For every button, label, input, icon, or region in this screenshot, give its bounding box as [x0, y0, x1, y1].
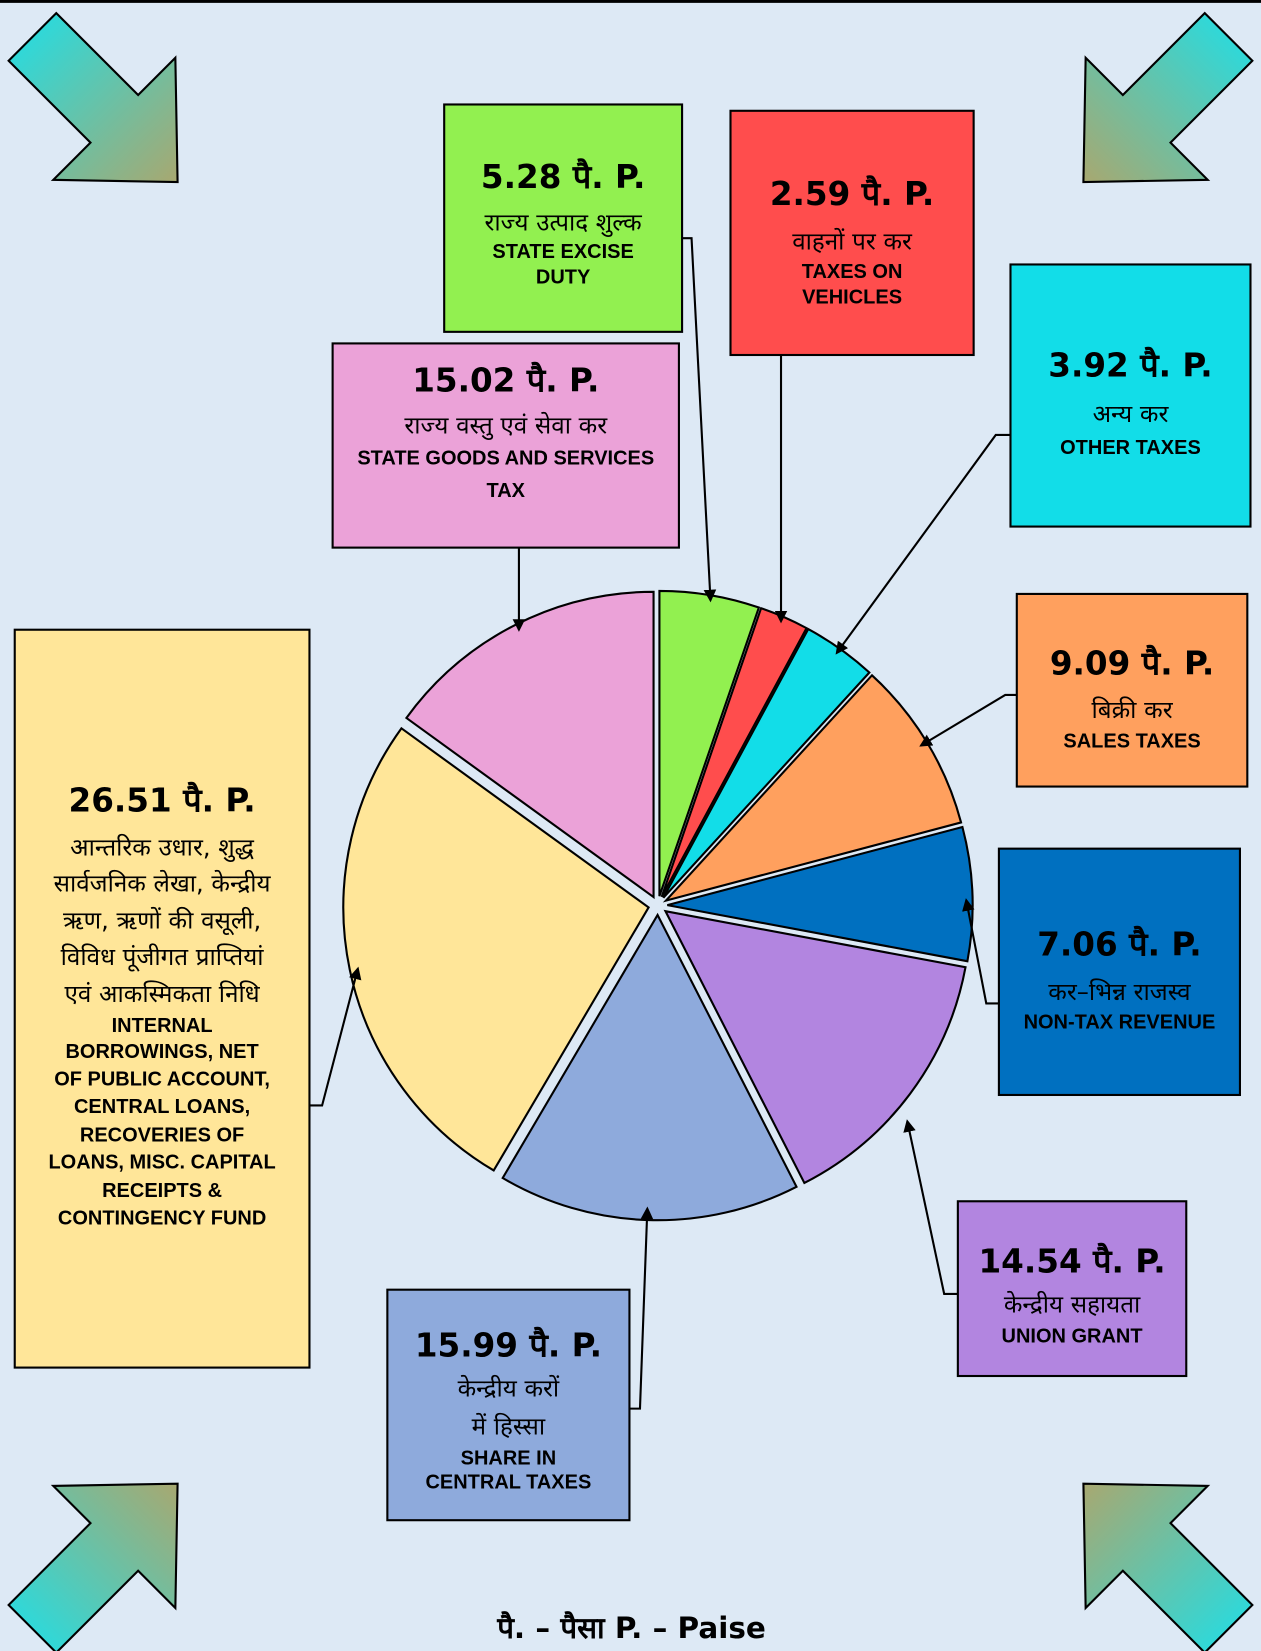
- value-label: 9.09 पै. P.: [1050, 645, 1214, 683]
- label-box: [1015, 592, 1249, 788]
- english-label: CENTRAL TAXES: [425, 1472, 591, 1494]
- english-label: OTHER TAXES: [1060, 437, 1201, 459]
- hindi-label: केन्द्रीय सहायता: [1004, 1290, 1141, 1318]
- value-label: 14.54 पै. P.: [978, 1242, 1165, 1280]
- label-box: [1009, 263, 1252, 528]
- hindi-label: आन्तरिक उधार, शुद्ध: [70, 834, 254, 863]
- english-label: INTERNAL: [112, 1015, 213, 1037]
- footnote: पै. – पैसा P. – Paise: [496, 1611, 766, 1645]
- label-arrow: [919, 693, 1017, 747]
- label-arrow: [309, 966, 362, 1107]
- english-label: STATE GOODS AND SERVICES: [357, 447, 654, 469]
- value-label: 3.92 पै. P.: [1048, 347, 1212, 385]
- hindi-label: अन्य कर: [1093, 400, 1170, 428]
- value-label: 26.51 पै. P.: [69, 781, 256, 819]
- hindi-label: ऋण, ऋणों की वसूली,: [63, 906, 261, 935]
- pie-slice: [667, 825, 974, 963]
- label-arrow: [962, 898, 999, 1005]
- label-box: [13, 628, 311, 1369]
- english-label: TAX: [487, 480, 526, 502]
- english-label: VEHICLES: [802, 286, 902, 308]
- label-arrow: [903, 1119, 958, 1295]
- hindi-label: राज्य वस्तु एवं सेवा कर: [404, 412, 608, 441]
- label-arrow: [682, 237, 717, 603]
- english-label: SALES TAXES: [1063, 731, 1200, 753]
- hindi-label: सार्वजनिक लेखा, केन्द्रीय: [54, 869, 272, 897]
- label-box: [443, 103, 684, 333]
- english-label: TAXES ON: [802, 261, 903, 283]
- english-label: LOANS, MISC. CAPITAL: [48, 1152, 275, 1174]
- english-label: CENTRAL LOANS,: [74, 1096, 250, 1118]
- pie-slice: [663, 909, 967, 1185]
- label-arrow: [835, 433, 1011, 655]
- value-label: 5.28 पै. P.: [481, 158, 645, 196]
- english-label: SHARE IN: [461, 1447, 557, 1469]
- english-label: STATE EXCISE: [492, 241, 633, 263]
- english-label: RECEIPTS &: [102, 1180, 222, 1202]
- english-label: NON-TAX REVENUE: [1024, 1012, 1216, 1034]
- label-box: [729, 109, 975, 357]
- hindi-label: कर–भिन्न राजस्व: [1048, 978, 1191, 1006]
- hindi-label: केन्द्रीय करों: [458, 1375, 560, 1403]
- label-box: [956, 1200, 1188, 1378]
- label-box: [997, 847, 1242, 1097]
- hindi-label: बिक्री कर: [1092, 696, 1174, 724]
- value-label: 15.99 पै. P.: [415, 1327, 602, 1365]
- english-label: DUTY: [536, 266, 590, 288]
- hindi-label: एवं आकस्मिकता निधि: [65, 980, 261, 1008]
- hindi-label: राज्य उत्पाद शुल्क: [485, 208, 643, 237]
- hindi-label: वाहनों पर कर: [792, 227, 913, 255]
- english-label: BORROWINGS, NET: [66, 1041, 259, 1063]
- english-label: OF PUBLIC ACCOUNT,: [54, 1069, 270, 1091]
- pie-slice: [501, 912, 798, 1222]
- label-box: [331, 342, 680, 549]
- hindi-label: में हिस्सा: [472, 1413, 546, 1441]
- english-label: RECOVERIES OF: [80, 1124, 244, 1146]
- english-label: CONTINGENCY FUND: [58, 1207, 266, 1229]
- hindi-label: विविध पूंजीगत प्राप्तियां: [61, 943, 265, 972]
- english-label: UNION GRANT: [1002, 1325, 1143, 1347]
- label-box: [386, 1288, 631, 1522]
- label-arrow: [629, 1206, 654, 1410]
- value-label: 15.02 पै. P.: [412, 361, 599, 399]
- value-label: 2.59 पै. P.: [770, 175, 934, 213]
- value-label: 7.06 पै. P.: [1037, 926, 1201, 964]
